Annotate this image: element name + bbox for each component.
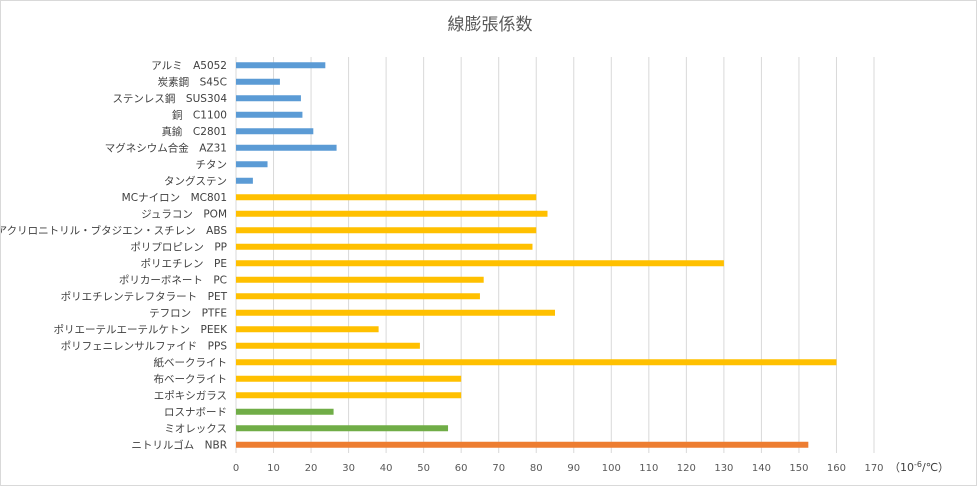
category-label: ポリプロピレン PP bbox=[130, 242, 227, 254]
bar bbox=[236, 375, 462, 382]
x-tick-label: 70 bbox=[492, 463, 505, 474]
x-tick-label: 30 bbox=[342, 463, 355, 474]
bar bbox=[236, 128, 314, 135]
x-tick-label: 50 bbox=[417, 463, 430, 474]
x-tick-label: 110 bbox=[639, 463, 658, 474]
bar bbox=[236, 359, 837, 366]
category-label: ステンレス鋼 SUS304 bbox=[112, 92, 227, 105]
x-tick-label: 160 bbox=[827, 463, 846, 474]
x-tick-label: 80 bbox=[530, 463, 543, 474]
bar bbox=[236, 408, 334, 415]
x-tick-label: 10 bbox=[267, 463, 280, 474]
category-label: アクリロニトリル・ブタジエン・スチレン ABS bbox=[1, 224, 227, 237]
category-label: MCナイロン MC801 bbox=[122, 192, 227, 204]
bars bbox=[236, 62, 837, 448]
bar bbox=[236, 210, 548, 217]
category-label: 銅 C1100 bbox=[172, 109, 227, 122]
category-label: マグネシウム合金 AZ31 bbox=[105, 142, 227, 155]
bar bbox=[236, 62, 326, 69]
bar bbox=[236, 392, 462, 399]
category-label: 真鍮 C2801 bbox=[161, 125, 227, 138]
x-axis-unit-label: （10-6/℃） bbox=[889, 460, 949, 474]
category-label: アルミ A5052 bbox=[151, 60, 227, 72]
category-label: ミオレックス bbox=[164, 423, 227, 435]
category-label: ポリフェニレンサルファイド PPS bbox=[61, 341, 228, 353]
bar bbox=[236, 441, 809, 448]
x-tick-label: 100 bbox=[602, 463, 621, 474]
bar bbox=[236, 161, 268, 168]
x-tick-label: 90 bbox=[567, 463, 580, 474]
bar bbox=[236, 342, 420, 349]
category-label: タングステン bbox=[164, 175, 227, 188]
bar bbox=[236, 425, 449, 432]
gridlines bbox=[235, 57, 875, 453]
category-label: ポリカーボネート PC bbox=[119, 275, 227, 287]
bar bbox=[236, 326, 379, 333]
bar bbox=[236, 309, 555, 316]
bar bbox=[236, 293, 480, 300]
category-label: ポリエチレン PE bbox=[141, 258, 227, 270]
category-label: エポキシガラス bbox=[154, 390, 227, 402]
category-label: ジュラコン POM bbox=[141, 209, 227, 221]
x-tick-label: 150 bbox=[789, 463, 808, 474]
category-label: ニトリルゴム NBR bbox=[131, 439, 227, 452]
x-tick-label: 170 bbox=[864, 463, 883, 474]
category-labels: アルミ A5052 炭素鋼 S45C ステンレス鋼 SUS304 銅 C1100 真鍮 … bbox=[1, 60, 229, 452]
category-label: ポリエーテルエーテルケトン PEEK bbox=[54, 324, 229, 336]
category-label: ポリエチレンテレフタラート PET bbox=[61, 291, 228, 303]
x-tick-label: 130 bbox=[714, 463, 733, 474]
bar bbox=[236, 95, 301, 102]
category-label: ロスナボード bbox=[164, 407, 227, 419]
bar bbox=[236, 260, 724, 267]
x-tick-label: 120 bbox=[677, 463, 696, 474]
bar bbox=[236, 78, 280, 85]
x-tick-label: 0 bbox=[233, 463, 239, 474]
x-axis-ticks: 0 10 20 30 40 50 60 70 80 90 100 110 120 130 140 150 160… bbox=[233, 463, 884, 474]
category-label: 炭素鋼 S45C bbox=[158, 76, 227, 89]
bar bbox=[236, 227, 537, 234]
chart-title: 線膨張係数 bbox=[448, 15, 533, 35]
x-tick-label: 60 bbox=[455, 463, 468, 474]
x-tick-label: 140 bbox=[752, 463, 771, 474]
x-tick-label: 20 bbox=[305, 463, 318, 474]
category-label: 布ベークライト bbox=[154, 374, 228, 386]
category-label: 紙ベークライト bbox=[154, 356, 228, 369]
category-label: チタン bbox=[196, 159, 228, 171]
bar bbox=[236, 144, 337, 151]
bar bbox=[236, 194, 537, 201]
bar bbox=[236, 111, 303, 118]
x-tick-label: 40 bbox=[380, 463, 393, 474]
bar bbox=[236, 243, 533, 250]
category-label: テフロン PTFE bbox=[149, 308, 227, 320]
bar bbox=[236, 177, 253, 184]
bar bbox=[236, 276, 484, 283]
